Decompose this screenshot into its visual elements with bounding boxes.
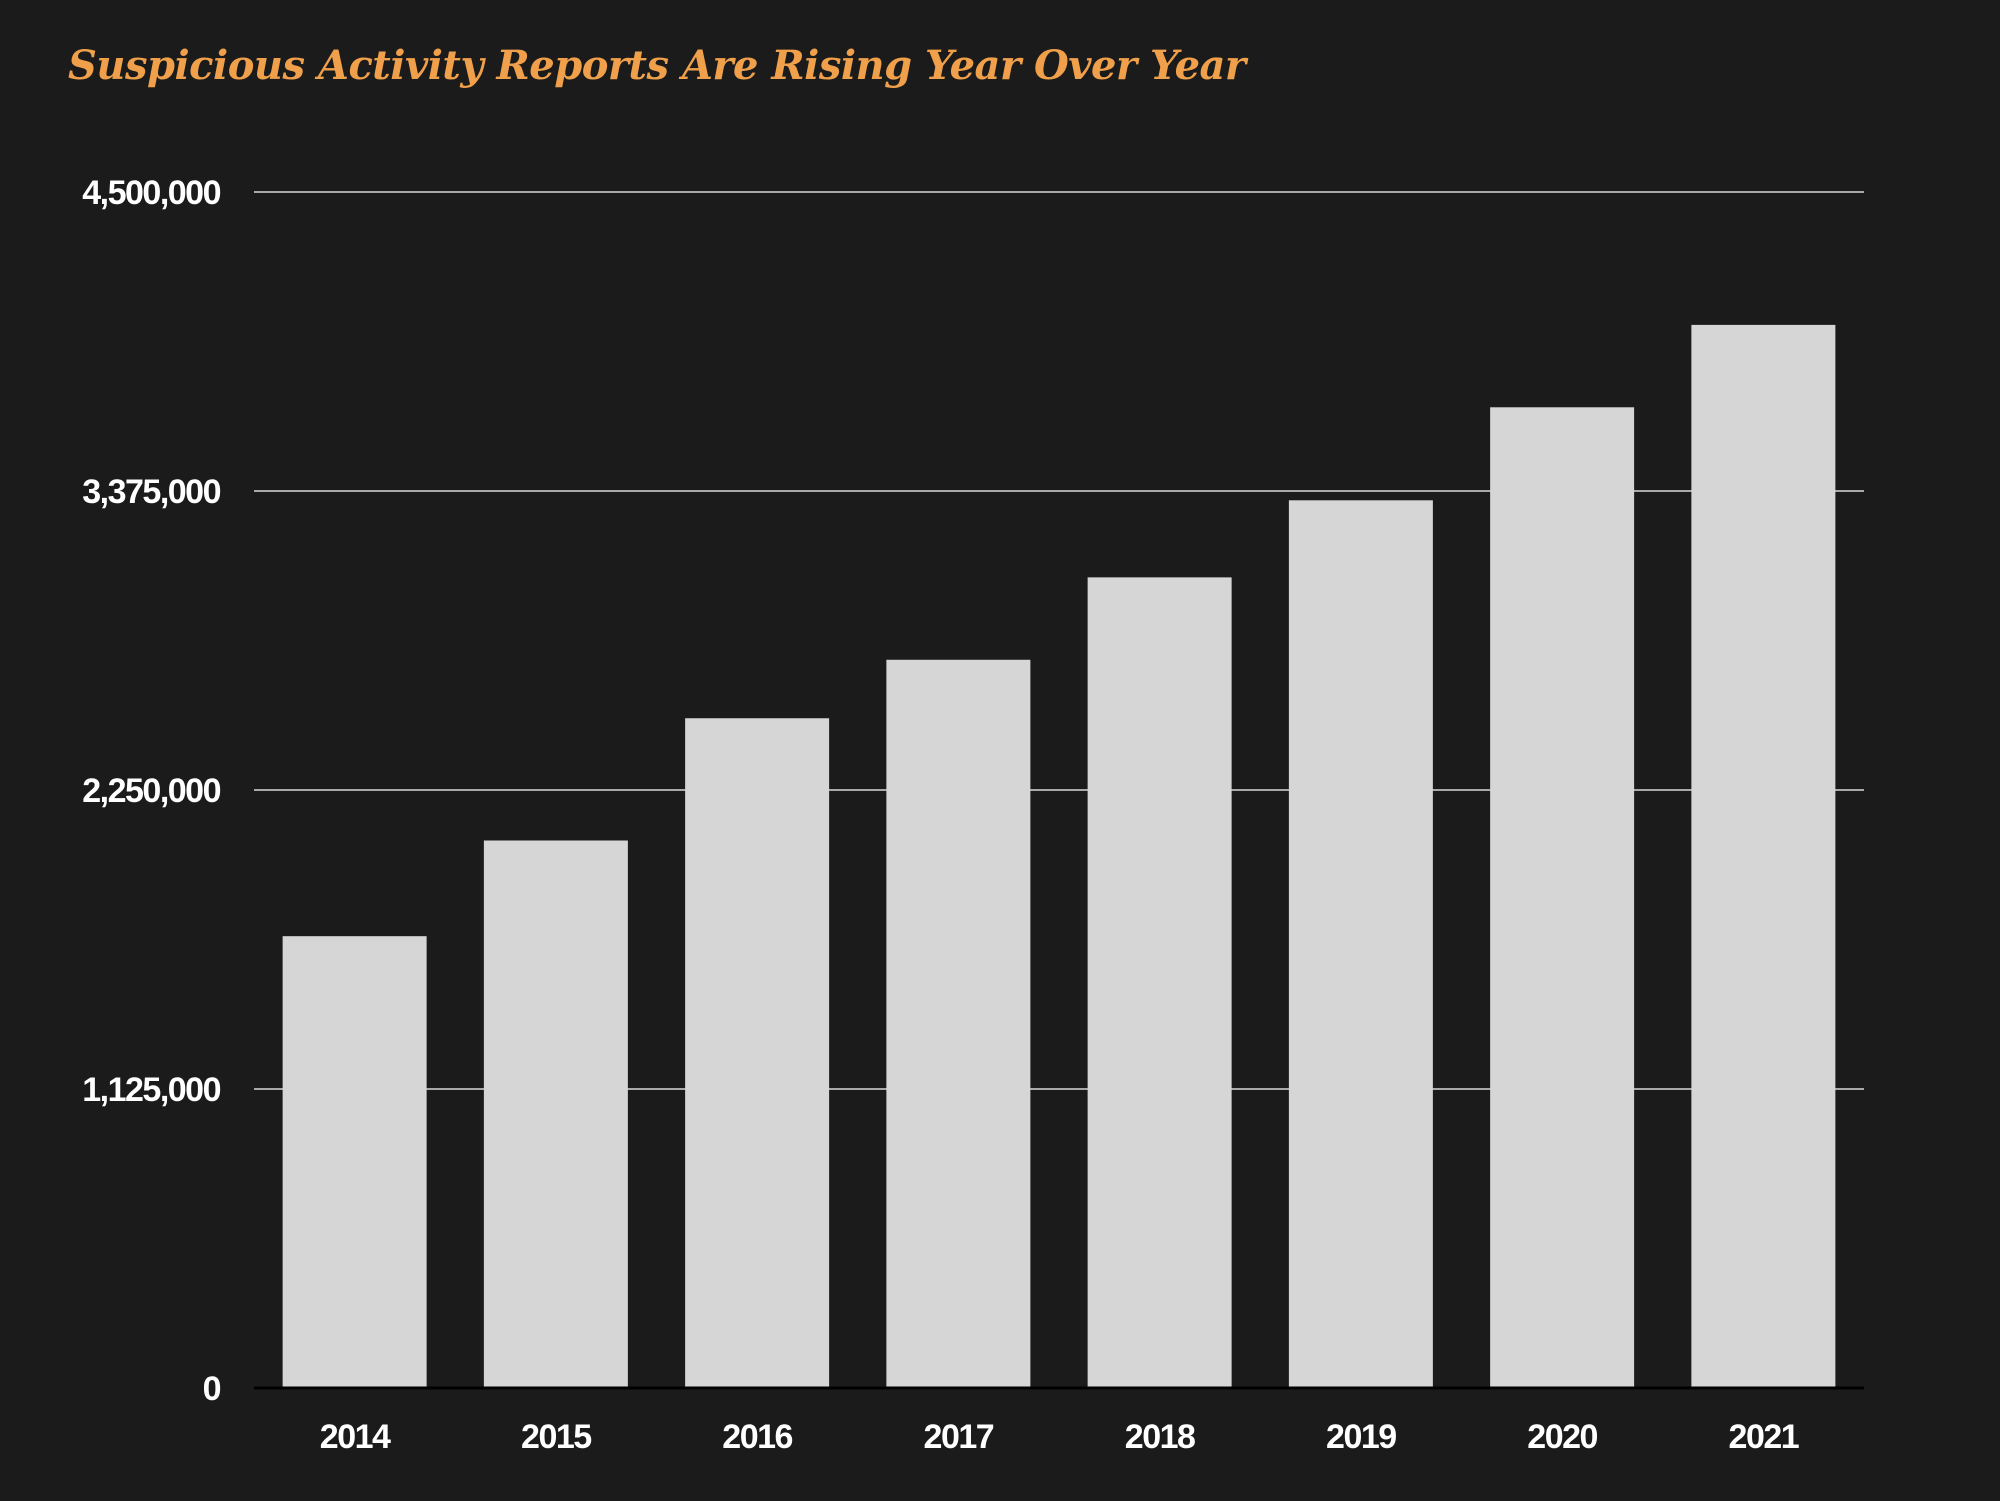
bar-2016 — [685, 718, 830, 1388]
bar-2020 — [1490, 407, 1635, 1388]
y-tick-label: 3,375,000 — [82, 473, 220, 511]
tick-labels: 0 1,125,000 2,250,000 3,375,000 4,500,000 201… — [82, 174, 1800, 1456]
x-tick-label: 2015 — [521, 1418, 591, 1456]
x-tick-label: 2019 — [1326, 1418, 1396, 1456]
bars — [282, 324, 1836, 1388]
y-tick-label: 0 — [203, 1370, 221, 1408]
bar-2019 — [1288, 500, 1433, 1388]
chart-title: Suspicious Activity Reports Are Rising Y… — [68, 42, 1246, 89]
bar-2017 — [886, 659, 1031, 1388]
bar-2018 — [1087, 577, 1232, 1388]
x-tick-label: 2017 — [924, 1418, 994, 1456]
x-tick-label: 2020 — [1527, 1418, 1597, 1456]
x-tick-label: 2021 — [1729, 1418, 1799, 1456]
bar-2014 — [282, 936, 427, 1388]
x-tick-label: 2018 — [1125, 1418, 1195, 1456]
y-tick-label: 2,250,000 — [82, 772, 220, 810]
bar-2021 — [1691, 324, 1836, 1388]
x-tick-label: 2014 — [320, 1418, 391, 1456]
bar-2015 — [483, 840, 628, 1388]
x-tick-label: 2016 — [722, 1418, 792, 1456]
y-tick-label: 1,125,000 — [82, 1071, 220, 1109]
y-tick-label: 4,500,000 — [82, 174, 220, 212]
